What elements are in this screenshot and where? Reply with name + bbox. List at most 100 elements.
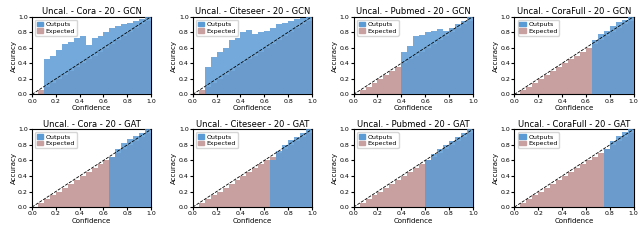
Bar bbox=[467, 133, 473, 207]
Bar bbox=[288, 32, 294, 94]
Legend: Outputs, Expected: Outputs, Expected bbox=[196, 20, 238, 35]
Bar bbox=[574, 55, 580, 94]
Bar bbox=[544, 75, 550, 94]
Bar bbox=[431, 157, 437, 207]
Bar bbox=[431, 31, 437, 94]
Bar bbox=[97, 36, 104, 94]
Bar bbox=[378, 192, 383, 207]
Bar bbox=[306, 133, 312, 207]
Bar bbox=[532, 195, 538, 207]
Bar bbox=[396, 67, 401, 94]
Bar bbox=[580, 52, 586, 94]
Bar bbox=[437, 29, 443, 94]
Bar bbox=[610, 32, 616, 94]
Title: Uncal. - Pubmed - 20 - GCN: Uncal. - Pubmed - 20 - GCN bbox=[356, 7, 470, 16]
Bar bbox=[282, 145, 288, 207]
Bar bbox=[425, 160, 431, 207]
Bar bbox=[413, 55, 419, 94]
Bar bbox=[437, 153, 443, 207]
Bar bbox=[133, 136, 140, 207]
Bar bbox=[306, 17, 312, 94]
Bar bbox=[234, 180, 241, 207]
Bar bbox=[455, 137, 461, 207]
Bar bbox=[217, 52, 223, 94]
Legend: Outputs, Expected: Outputs, Expected bbox=[356, 133, 399, 148]
Bar bbox=[455, 28, 461, 94]
Bar bbox=[104, 160, 109, 207]
Bar bbox=[419, 35, 425, 94]
Bar bbox=[211, 57, 217, 94]
Bar bbox=[79, 36, 86, 94]
Bar bbox=[568, 60, 574, 94]
Bar bbox=[145, 17, 151, 94]
Bar bbox=[127, 139, 133, 207]
Title: Uncal. - CoraFull - 20 - GAT: Uncal. - CoraFull - 20 - GAT bbox=[518, 119, 630, 129]
Bar bbox=[467, 129, 473, 207]
Bar bbox=[205, 87, 211, 94]
Bar bbox=[205, 67, 211, 94]
Bar bbox=[223, 188, 228, 207]
Bar bbox=[592, 157, 598, 207]
Bar bbox=[56, 79, 62, 94]
Title: Uncal. - Citeseer - 20 - GAT: Uncal. - Citeseer - 20 - GAT bbox=[196, 119, 309, 129]
Bar bbox=[604, 149, 610, 207]
Bar bbox=[610, 145, 616, 207]
Bar bbox=[288, 145, 294, 207]
Bar bbox=[223, 75, 228, 94]
Y-axis label: Accuracy: Accuracy bbox=[493, 152, 499, 184]
Title: Uncal. - Cora - 20 - GAT: Uncal. - Cora - 20 - GAT bbox=[43, 119, 140, 129]
Bar bbox=[365, 199, 371, 207]
Legend: Outputs, Expected: Outputs, Expected bbox=[35, 20, 77, 35]
Bar bbox=[246, 172, 252, 207]
Bar bbox=[526, 199, 532, 207]
Bar bbox=[115, 153, 122, 207]
Bar bbox=[199, 90, 205, 94]
Bar bbox=[621, 25, 628, 94]
Bar bbox=[217, 79, 223, 94]
Bar bbox=[56, 50, 62, 94]
X-axis label: Confidence: Confidence bbox=[394, 105, 433, 111]
Bar bbox=[294, 28, 300, 94]
Bar bbox=[628, 129, 634, 207]
Bar bbox=[140, 133, 145, 207]
Bar bbox=[562, 63, 568, 94]
Bar bbox=[616, 22, 621, 94]
Bar bbox=[241, 32, 246, 94]
Bar bbox=[294, 141, 300, 207]
Bar bbox=[276, 25, 282, 94]
Bar bbox=[604, 31, 610, 94]
Bar bbox=[443, 31, 449, 94]
Bar bbox=[300, 18, 306, 94]
Bar bbox=[282, 36, 288, 94]
Bar bbox=[270, 157, 276, 207]
Bar bbox=[544, 188, 550, 207]
Bar bbox=[288, 140, 294, 207]
Bar bbox=[437, 40, 443, 94]
Title: Uncal. - Cora - 20 - GCN: Uncal. - Cora - 20 - GCN bbox=[42, 7, 141, 16]
Bar bbox=[306, 129, 312, 207]
Bar bbox=[50, 195, 56, 207]
Bar bbox=[383, 75, 389, 94]
Bar bbox=[621, 20, 628, 94]
Legend: Outputs, Expected: Outputs, Expected bbox=[518, 20, 559, 35]
Bar bbox=[431, 154, 437, 207]
Bar bbox=[127, 32, 133, 94]
Legend: Outputs, Expected: Outputs, Expected bbox=[356, 20, 399, 35]
Bar bbox=[580, 164, 586, 207]
Bar bbox=[270, 160, 276, 207]
Bar bbox=[86, 172, 92, 207]
Y-axis label: Accuracy: Accuracy bbox=[332, 40, 338, 71]
Bar bbox=[538, 79, 544, 94]
Bar bbox=[92, 38, 97, 94]
Title: Uncal. - Citeseer - 20 - GCN: Uncal. - Citeseer - 20 - GCN bbox=[195, 7, 310, 16]
Bar bbox=[140, 137, 145, 207]
Bar bbox=[550, 184, 556, 207]
Bar bbox=[598, 34, 604, 94]
Bar bbox=[92, 55, 97, 94]
Bar bbox=[586, 160, 592, 207]
Bar bbox=[68, 71, 74, 94]
Bar bbox=[74, 180, 79, 207]
Bar bbox=[145, 129, 151, 207]
Bar bbox=[628, 20, 634, 94]
Bar bbox=[246, 30, 252, 94]
